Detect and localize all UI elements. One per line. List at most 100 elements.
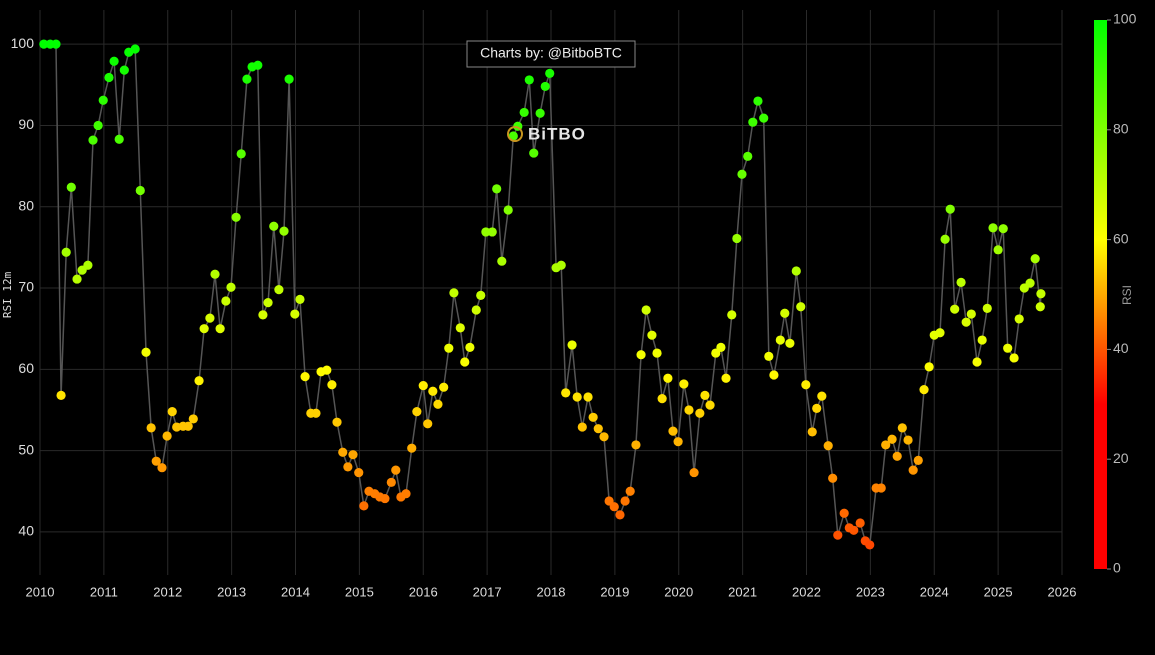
data-point [583,392,593,402]
colorbar-tick-label: 20 [1113,450,1129,466]
x-tick-label: 2023 [856,584,885,599]
data-point [775,335,785,345]
data-point [258,310,268,320]
data-point [801,380,811,390]
data-point [998,224,1008,234]
data-point [657,393,667,404]
data-point [615,510,625,520]
x-tick-label: 2026 [1048,584,1077,599]
data-point [407,443,417,453]
data-point [727,310,737,320]
data-point [897,423,907,433]
x-tick-label: 2020 [664,584,693,599]
data-point [876,483,886,493]
data-point [104,72,114,83]
data-point [205,313,215,323]
data-point [652,348,662,358]
data-point [972,357,982,367]
data-point [1035,302,1045,312]
data-point [631,440,641,450]
data-point [194,376,204,386]
data-point [673,437,683,447]
data-point [945,204,955,214]
data-point [935,328,945,338]
data-point [892,451,902,461]
data-point [812,403,822,413]
data-point [572,392,582,402]
data-point [785,338,795,348]
x-tick-label: 2014 [281,584,310,599]
data-point [51,39,61,49]
data-point [721,373,731,383]
data-point [865,540,875,550]
data-point [215,324,225,334]
data-point [56,390,66,400]
y-tick-label: 80 [18,197,34,213]
data-point [141,347,151,357]
data-point [162,431,172,441]
data-point [300,372,310,382]
data-point [418,380,428,391]
data-point [236,149,246,159]
data-point [881,440,891,450]
data-point [519,107,529,118]
data-point [769,370,779,380]
logo-icon [507,126,523,142]
data-point [146,423,156,433]
data-point [524,75,534,85]
data-point [833,530,843,540]
x-tick-label: 2016 [409,584,438,599]
data-point [455,323,465,333]
data-point [759,113,769,123]
data-line [43,43,1042,547]
data-point [380,493,390,504]
data-point [1036,289,1046,299]
data-point [476,290,486,300]
x-tick-label: 2022 [792,584,821,599]
y-tick-label: 40 [18,523,34,539]
data-point [311,408,321,418]
data-point [269,221,279,231]
data-point [72,274,82,284]
data-point [433,399,443,409]
data-point [556,260,566,270]
data-point [716,342,726,352]
x-tick-label: 2015 [345,584,374,599]
data-point [956,277,966,287]
y-tick-label: 70 [18,279,34,295]
logo: BiTBO [528,124,586,143]
data-point [567,340,577,350]
data-point [322,365,332,375]
colorbar-tick-label: 40 [1113,340,1129,356]
data-point [636,350,646,360]
data-point [348,450,358,460]
data-point [428,386,438,396]
data-point [855,518,865,528]
data-point [577,422,587,432]
data-point [966,309,976,319]
annotation-box [466,40,636,68]
data-point [199,324,209,334]
data-point [481,227,491,237]
y-axis-label: RSI 12m [1,271,14,318]
y-tick-label: 100 [11,35,35,51]
data-point [817,391,827,401]
data-point [343,462,353,472]
data-point [188,414,198,424]
colorbar-tick-label: 80 [1113,121,1129,137]
data-point [401,489,411,499]
data-point [444,343,454,353]
data-point [796,302,806,312]
colorbar-tick-label: 100 [1113,11,1137,27]
data-point [284,74,294,84]
data-point [663,373,673,383]
data-point [913,455,923,465]
data-point [753,96,763,106]
data-point [167,406,177,417]
data-point [641,305,651,315]
y-tick-label: 60 [18,360,34,376]
data-point [83,260,93,270]
data-point [684,405,694,415]
data-point [561,388,571,398]
data-point [66,182,76,192]
